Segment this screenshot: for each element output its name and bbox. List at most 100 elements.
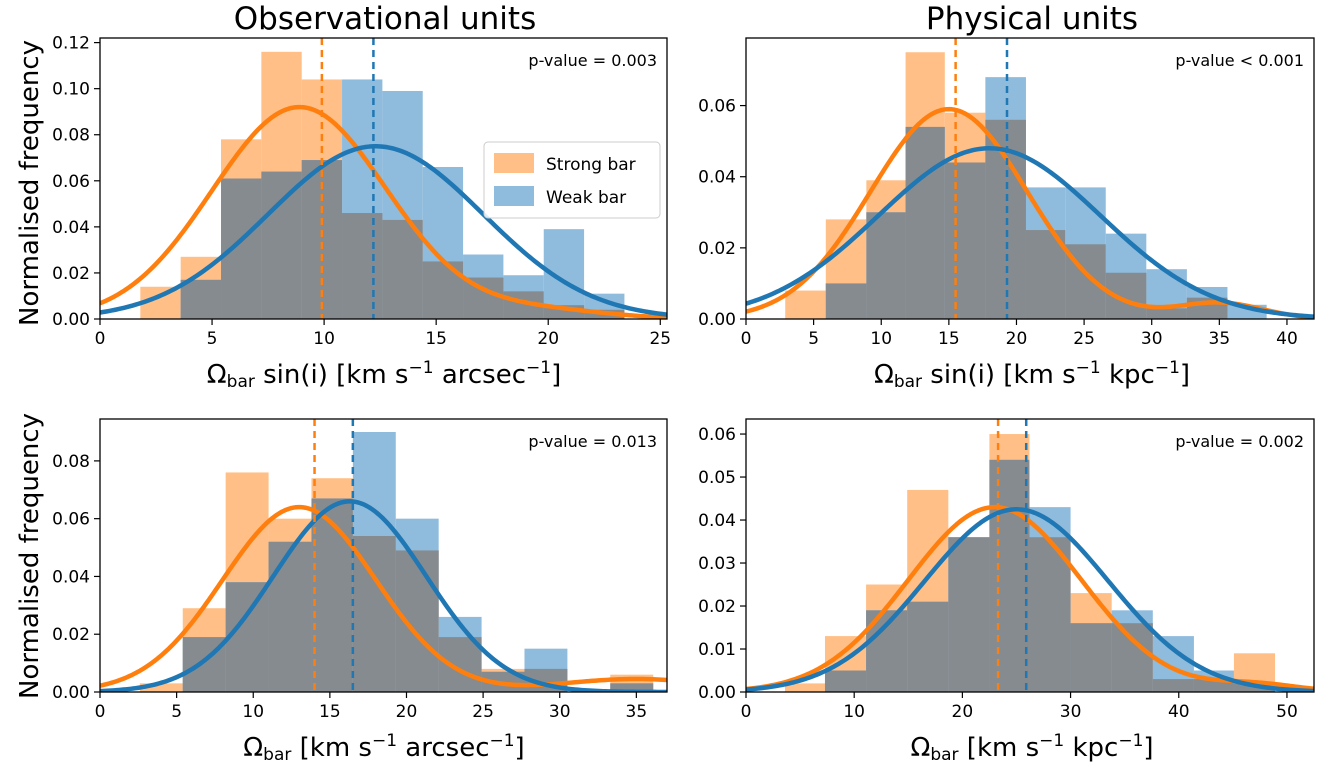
- x-tick-label: 5: [808, 329, 819, 349]
- column-title-physical: Physical units: [925, 1, 1139, 37]
- legend-weak-label: Weak bar: [546, 188, 626, 208]
- strong-bar-histogram-bin: [785, 290, 826, 319]
- y-tick-label: 0.06: [698, 425, 736, 445]
- y-tick-label: 0.02: [698, 239, 736, 259]
- y-tick-label: 0.00: [698, 310, 736, 330]
- y-tick-label: 0.02: [52, 264, 90, 284]
- x-axis-label-top-right: Ωbar sin(i) [km s−1 kpc−1]: [873, 358, 1191, 392]
- y-tick-label: 0.12: [52, 34, 90, 54]
- p-value-label: p-value = 0.002: [1175, 432, 1304, 451]
- weak-bar-fit-curve: [100, 499, 667, 692]
- overlap-histogram-bin: [180, 279, 222, 319]
- strong-bar-histogram-bin: [139, 683, 183, 692]
- overlap-histogram-bin: [944, 162, 986, 319]
- x-tick-label: 0: [741, 702, 752, 722]
- weak-bar-fit-curve: [100, 144, 667, 317]
- p-value-label: p-value = 0.003: [528, 51, 657, 70]
- y-tick-label: 0.02: [52, 625, 90, 645]
- y-tick-label: 0.00: [52, 310, 90, 330]
- x-tick-label: 25: [1073, 329, 1095, 349]
- overlap-histogram-bin: [311, 498, 353, 692]
- axes-frame: [745, 37, 1315, 320]
- x-tick-label: 10: [870, 329, 892, 349]
- overlap-histogram-bin: [824, 670, 867, 692]
- overlap-histogram-bin: [342, 213, 383, 319]
- x-tick-label: 15: [319, 702, 341, 722]
- x-tick-label: 50: [1276, 702, 1298, 722]
- p-value-label: p-value = 0.013: [528, 432, 657, 451]
- legend-weak-swatch: [494, 186, 534, 206]
- plot-area: [746, 38, 1314, 319]
- x-axis-label-bottom-right: Ωbar [km s−1 kpc−1]: [910, 731, 1154, 765]
- plot-area: [100, 38, 667, 319]
- legend-strong-label: Strong bar: [546, 155, 636, 175]
- x-tick-label: 30: [1141, 329, 1163, 349]
- x-tick-label: 15: [938, 329, 960, 349]
- x-tick-label: 30: [549, 702, 571, 722]
- x-tick-label: 40: [1168, 702, 1190, 722]
- y-tick-label: 0.04: [698, 168, 736, 188]
- axes-frame: [745, 418, 1315, 693]
- y-tick-label: 0.06: [698, 97, 736, 117]
- overlap-histogram-bin: [1070, 623, 1112, 692]
- x-tick-label: 5: [207, 329, 218, 349]
- legend-strong-swatch: [494, 153, 534, 173]
- weak-bar-fit-curve: [746, 507, 1314, 692]
- overlap-histogram-bin: [463, 277, 504, 319]
- y-tick-label: 0.08: [52, 126, 90, 146]
- overlap-histogram-bin: [1029, 537, 1071, 692]
- x-tick-label: 35: [626, 702, 648, 722]
- overlap-histogram-bin: [866, 212, 906, 319]
- column-title-observational: Observational units: [233, 1, 537, 37]
- x-tick-label: 15: [425, 329, 447, 349]
- y-tick-label: 0.00: [52, 683, 90, 703]
- overlap-histogram-bin: [1025, 230, 1066, 319]
- weak-bar-fit-curve: [746, 146, 1314, 319]
- strong-bar-fit-curve: [746, 106, 1314, 319]
- x-tick-label: 40: [1276, 329, 1298, 349]
- x-tick-label: 10: [843, 702, 865, 722]
- overlap-histogram-bin: [1152, 679, 1194, 692]
- overlap-histogram-bin: [948, 537, 990, 692]
- x-axis-label-bottom-left: Ωbar [km s−1 arcsec−1]: [243, 731, 525, 765]
- overlap-histogram-bin: [261, 171, 302, 319]
- y-tick-label: 0.03: [698, 554, 736, 574]
- p-value-label: p-value < 0.001: [1175, 51, 1304, 70]
- y-tick-label: 0.04: [698, 511, 736, 531]
- x-tick-label: 10: [242, 702, 264, 722]
- y-tick-label: 0.04: [52, 567, 90, 587]
- overlap-histogram-bin: [438, 637, 482, 692]
- y-tick-label: 0.00: [698, 683, 736, 703]
- overlap-histogram-bin: [905, 126, 945, 319]
- y-tick-label: 0.10: [52, 80, 90, 100]
- x-tick-label: 10: [313, 329, 335, 349]
- x-tick-label: 30: [1060, 702, 1082, 722]
- x-tick-label: 0: [95, 702, 106, 722]
- x-tick-label: 20: [396, 702, 418, 722]
- y-tick-label: 0.02: [698, 597, 736, 617]
- overlap-histogram-bin: [221, 178, 262, 319]
- plot-area: [100, 419, 667, 692]
- y-tick-label: 0.04: [52, 218, 90, 238]
- overlap-histogram-bin: [907, 601, 949, 692]
- x-tick-label: 0: [741, 329, 752, 349]
- strong-bar-fit-curve: [100, 504, 667, 688]
- y-tick-label: 0.06: [52, 510, 90, 530]
- x-tick-label: 20: [537, 329, 559, 349]
- y-tick-label: 0.01: [698, 640, 736, 660]
- x-tick-label: 5: [171, 702, 182, 722]
- plot-area: [746, 419, 1314, 692]
- overlap-histogram-bin: [610, 683, 654, 692]
- x-tick-label: 20: [1006, 329, 1028, 349]
- overlap-histogram-bin: [225, 582, 269, 692]
- overlap-histogram-bin: [825, 283, 867, 319]
- x-tick-label: 25: [472, 702, 494, 722]
- x-tick-label: 35: [1209, 329, 1231, 349]
- strong-bar-histogram-bin: [784, 683, 825, 692]
- y-tick-label: 0.08: [52, 452, 90, 472]
- y-tick-label: 0.06: [52, 172, 90, 192]
